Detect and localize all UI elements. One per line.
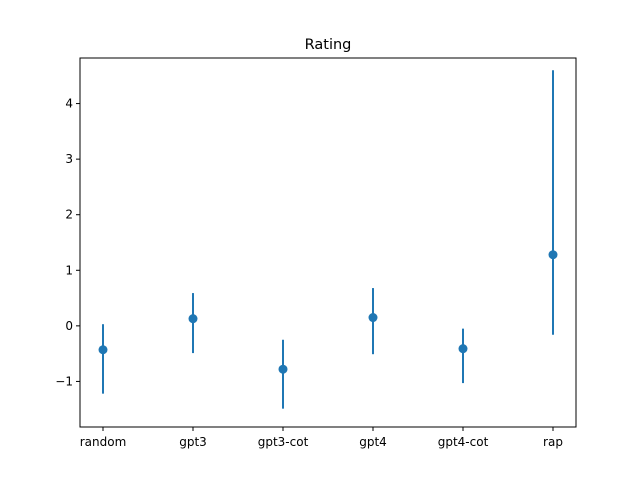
- y-tick-label: 0: [65, 319, 73, 333]
- x-tick-label: rap: [543, 435, 563, 449]
- data-point: [458, 344, 468, 354]
- x-tick-label: gpt4: [359, 435, 387, 449]
- x-tick-label: gpt4-cot: [438, 435, 489, 449]
- y-tick-label: −1: [55, 374, 73, 388]
- y-tick-label: 2: [65, 208, 73, 222]
- chart-title: Rating: [305, 37, 352, 53]
- data-point: [188, 314, 198, 324]
- x-tick-label: random: [80, 435, 127, 449]
- data-point: [548, 250, 558, 260]
- data-point: [278, 364, 288, 374]
- data-point: [98, 345, 108, 355]
- chart-marks: −1 0 1 2 3 4 random gpt3 gpt3-cot gpt4 gpt4-cot rap: [55, 70, 563, 449]
- y-tick-label: 4: [65, 97, 73, 111]
- x-tick-label: gpt3-cot: [258, 435, 309, 449]
- y-tick-label: 1: [65, 263, 73, 277]
- x-tick-label: gpt3: [179, 435, 207, 449]
- data-point: [368, 313, 378, 323]
- plot-area-frame: [79, 57, 577, 428]
- y-tick-label: 3: [65, 152, 73, 166]
